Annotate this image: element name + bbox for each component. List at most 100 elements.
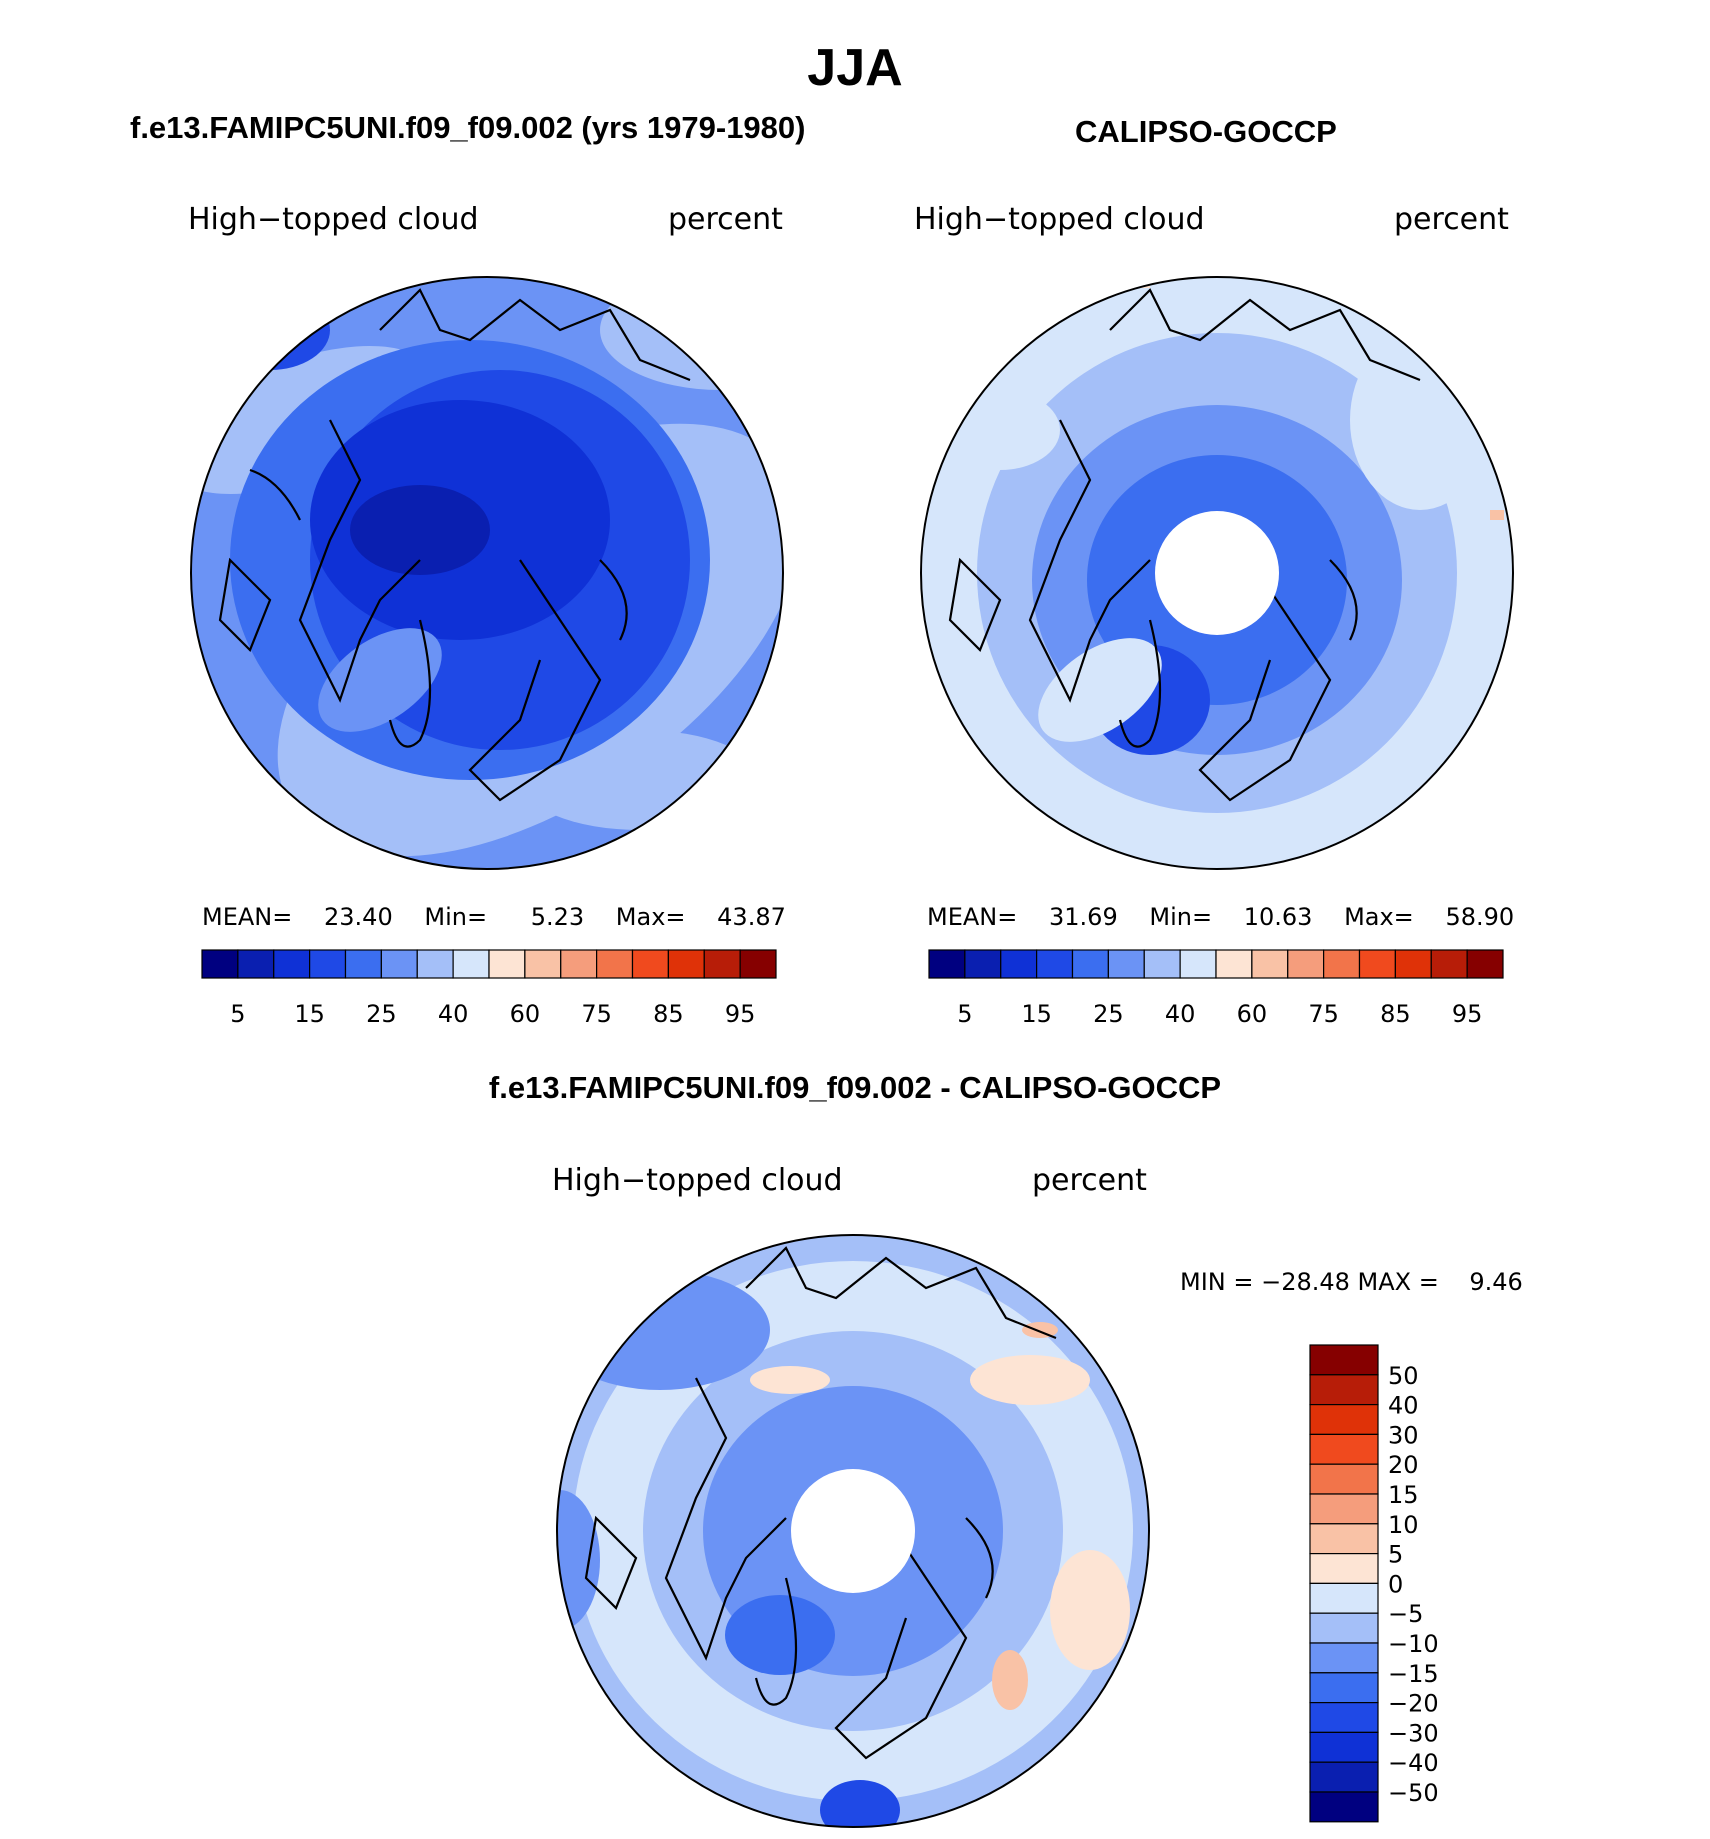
difference-colorbar-tick-label: −15 — [1388, 1660, 1439, 1688]
model-colorbar-swatch — [524, 949, 562, 979]
difference-colorbar-swatch — [1309, 1463, 1379, 1495]
obs-colorbar-swatch — [1430, 949, 1468, 979]
obs-colorbar-swatch — [1179, 949, 1217, 979]
obs-colorbar-tick-label: 40 — [1165, 1000, 1196, 1028]
obs-panel-heading: CALIPSO-GOCCP — [1075, 114, 1337, 149]
obs-map-border — [920, 276, 1514, 870]
difference-units-label: percent — [1032, 1163, 1147, 1198]
difference-map-border — [556, 1234, 1150, 1828]
model-colorbar-tick-label: 85 — [653, 1000, 684, 1028]
model-coastlines — [218, 288, 691, 802]
difference-colorbar-tick-label: −5 — [1388, 1600, 1423, 1628]
model-colorbar: 5 15 25 40 60 75 85 95 — [201, 949, 777, 1028]
obs-colorbar-swatch — [1071, 949, 1109, 979]
obs-units-label: percent — [1394, 202, 1509, 237]
model-colorbar-swatch — [201, 949, 239, 979]
difference-colorbar-tick-label: 20 — [1388, 1451, 1419, 1479]
obs-colorbar-swatch — [1215, 949, 1253, 979]
obs-max-value: 58.90 — [1445, 903, 1515, 931]
difference-colorbar-swatch — [1309, 1344, 1379, 1376]
model-colorbar-swatch — [596, 949, 634, 979]
obs-colorbar-swatch — [1000, 949, 1038, 979]
difference-colorbar-tick-label: −50 — [1388, 1779, 1439, 1807]
difference-colorbar-swatch — [1309, 1791, 1379, 1823]
difference-colorbar-tick-label: −20 — [1388, 1690, 1439, 1718]
obs-colorbar-swatch — [1394, 949, 1432, 979]
obs-mean-value: 31.69 — [1049, 903, 1118, 931]
obs-colorbar-tick-label: 25 — [1093, 1000, 1124, 1028]
difference-colorbar-swatch — [1309, 1433, 1379, 1465]
obs-colorbar-tick-label: 15 — [1021, 1000, 1052, 1028]
model-colorbar-swatch — [560, 949, 598, 979]
model-units-label: percent — [668, 202, 783, 237]
obs-max-label: Max= — [1344, 903, 1414, 931]
model-colorbar-swatch — [703, 949, 741, 979]
difference-colorbar-swatch — [1309, 1523, 1379, 1555]
model-colorbar-swatch — [488, 949, 526, 979]
model-colorbar-tick-label: 25 — [366, 1000, 397, 1028]
difference-colorbar-swatch — [1309, 1374, 1379, 1406]
model-colorbar-tick-label: 95 — [725, 1000, 756, 1028]
model-colorbar-swatch — [452, 949, 490, 979]
difference-colorbar-swatch — [1309, 1403, 1379, 1435]
obs-mean-label: MEAN= — [927, 903, 1018, 931]
difference-colorbar-swatch — [1309, 1552, 1379, 1584]
difference-colorbar-tick-label: 0 — [1388, 1570, 1403, 1598]
model-max-value: 43.87 — [717, 903, 786, 931]
difference-colorbar-tick-label: 30 — [1388, 1421, 1419, 1449]
difference-variable-label: High−topped cloud — [552, 1163, 843, 1198]
obs-colorbar-tick-label: 60 — [1237, 1000, 1268, 1028]
difference-panel-heading: f.e13.FAMIPC5UNI.f09_f09.002 - CALIPSO-G… — [488, 1070, 1222, 1105]
obs-colorbar-swatch — [1107, 949, 1145, 979]
obs-colorbar-swatch — [1036, 949, 1074, 979]
difference-colorbar-swatch — [1309, 1672, 1379, 1704]
model-colorbar-swatch — [309, 949, 347, 979]
obs-colorbar-tick-label: 95 — [1452, 1000, 1483, 1028]
model-min-label: Min= — [424, 903, 488, 931]
difference-colorbar-swatch — [1309, 1731, 1379, 1763]
model-polar-map — [191, 277, 783, 869]
difference-colorbar-tick-label: −30 — [1388, 1719, 1439, 1747]
obs-colorbar: 5 15 25 40 60 75 85 95 — [928, 949, 1504, 1028]
obs-variable-label: High−topped cloud — [914, 202, 1205, 237]
difference-colorbar-tick-label: 50 — [1388, 1362, 1419, 1390]
obs-polar-hole — [1155, 511, 1279, 635]
obs-colorbar-swatch — [964, 949, 1002, 979]
obs-colorbar-tick-label: 75 — [1308, 1000, 1339, 1028]
model-colorbar-swatch — [416, 949, 454, 979]
difference-colorbar-swatch — [1309, 1612, 1379, 1644]
model-colorbar-swatch — [237, 949, 275, 979]
model-colorbar-tick-label: 75 — [581, 1000, 612, 1028]
obs-coastlines — [948, 288, 1421, 802]
obs-colorbar-swatch — [1143, 949, 1181, 979]
page-title: JJA — [807, 39, 903, 97]
obs-min-label: Min= — [1149, 903, 1213, 931]
model-colorbar-swatch — [667, 949, 705, 979]
obs-min-value: 10.63 — [1243, 903, 1313, 931]
difference-colorbar-swatch — [1309, 1701, 1379, 1733]
difference-coastlines — [584, 1246, 1057, 1760]
difference-polar-hole — [791, 1469, 915, 1593]
difference-colorbar-swatch — [1309, 1582, 1379, 1614]
difference-colorbar-tick-label: 5 — [1388, 1541, 1403, 1569]
difference-colorbar-tick-label: 15 — [1388, 1481, 1419, 1509]
model-colorbar-tick-label: 5 — [230, 1000, 245, 1028]
model-max-label: Max= — [615, 903, 686, 931]
model-mean-value: 23.40 — [324, 903, 393, 931]
difference-colorbar-swatch — [1309, 1493, 1379, 1525]
difference-colorbar-tick-label: −10 — [1388, 1630, 1439, 1658]
obs-colorbar-swatch — [1466, 949, 1504, 979]
model-map-border — [190, 276, 784, 870]
model-mean-label: MEAN= — [202, 903, 293, 931]
model-colorbar-swatch — [739, 949, 777, 979]
model-variable-label: High−topped cloud — [188, 202, 479, 237]
model-colorbar-tick-label: 60 — [510, 1000, 541, 1028]
difference-colorbar-swatch — [1309, 1761, 1379, 1793]
difference-colorbar-tick-label: 40 — [1388, 1392, 1419, 1420]
model-colorbar-tick-label: 15 — [294, 1000, 325, 1028]
model-panel-heading: f.e13.FAMIPC5UNI.f09_f09.002 (yrs 1979-1… — [130, 110, 806, 145]
obs-colorbar-swatch — [1251, 949, 1289, 979]
model-colorbar-swatch — [380, 949, 418, 979]
